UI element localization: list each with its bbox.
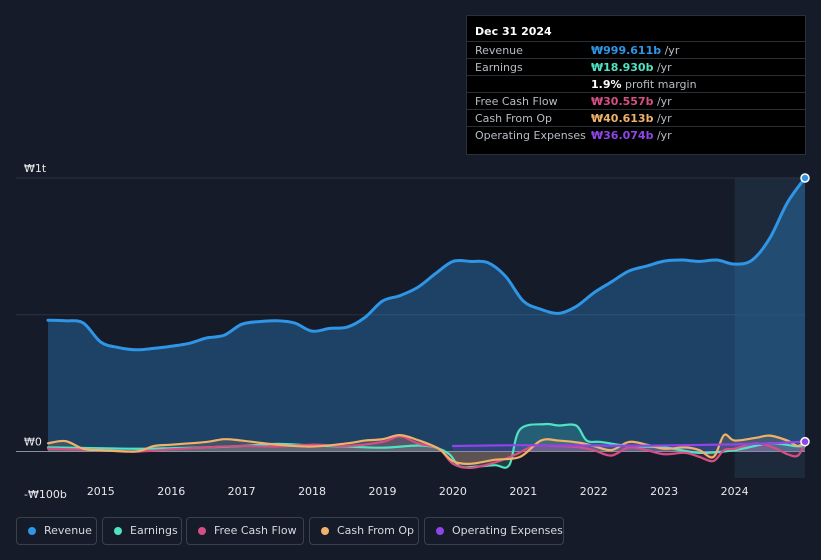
tooltip-row-label: Cash From Op	[475, 112, 553, 125]
revenue-area	[48, 178, 805, 452]
tooltip-value-number: ₩18.930b	[591, 61, 654, 74]
legend-label: Revenue	[44, 524, 92, 537]
legend-item-earnings[interactable]: Earnings	[102, 517, 182, 545]
forecast-shade	[734, 178, 805, 478]
cash-from-op-area	[48, 434, 805, 464]
tooltip-row-label: Earnings	[475, 61, 523, 74]
tooltip-row-label: Revenue	[475, 44, 523, 57]
legend-dot-icon	[28, 527, 36, 535]
tooltip-value-unit: /yr	[653, 61, 672, 74]
legend-label: Earnings	[130, 524, 178, 537]
legend-item-cash-from-op[interactable]: Cash From Op	[309, 517, 419, 545]
legend-item-operating-expenses[interactable]: Operating Expenses	[424, 517, 564, 545]
tooltip-value-unit: /yr	[653, 95, 672, 108]
tooltip-row-value: ₩30.557b /yr	[591, 95, 672, 108]
x-tick-label: 2017	[228, 485, 256, 498]
tooltip-value-number: ₩36.074b	[591, 129, 654, 142]
revenue-end-marker	[800, 173, 810, 183]
x-tick-label: 2022	[580, 485, 608, 498]
tooltip-row-value: ₩999.611b /yr	[591, 44, 679, 57]
tooltip-panel: Dec 31 2024 Revenue ₩999.611b /yr Earnings…	[466, 15, 806, 155]
tooltip-row-label: Free Cash Flow	[475, 95, 558, 108]
legend-label: Free Cash Flow	[214, 524, 297, 537]
tooltip-row: Operating Expenses ₩36.074b /yr	[467, 126, 805, 144]
tooltip-value-unit: /yr	[653, 112, 672, 125]
tooltip-row: 1.9% profit margin	[467, 75, 805, 93]
legend-item-revenue[interactable]: Revenue	[16, 517, 97, 545]
tooltip-row-value: 1.9% profit margin	[591, 78, 697, 91]
legend-item-free-cash-flow[interactable]: Free Cash Flow	[186, 517, 304, 545]
tooltip-row-label: Operating Expenses	[475, 129, 586, 142]
tooltip-value-unit: /yr	[661, 44, 680, 57]
x-tick-label: 2018	[298, 485, 326, 498]
legend-dot-icon	[436, 527, 444, 535]
operating-expenses-end-marker	[800, 436, 810, 447]
tooltip-value-unit: profit margin	[621, 78, 697, 91]
tooltip-value-number: ₩30.557b	[591, 95, 654, 108]
tooltip-row-value: ₩36.074b /yr	[591, 129, 672, 142]
legend-dot-icon	[321, 527, 329, 535]
tooltip-row: Revenue ₩999.611b /yr	[467, 41, 805, 59]
tooltip-value-number: ₩999.611b	[591, 44, 662, 57]
tooltip-row: Earnings ₩18.930b /yr	[467, 58, 805, 76]
y-axis-label: ₩0	[24, 436, 42, 449]
y-axis-label: -₩100b	[24, 488, 67, 501]
revenue-line	[46, 176, 807, 352]
tooltip-value-number: 1.9%	[591, 78, 622, 91]
x-tick-label: 2021	[509, 485, 537, 498]
x-tick-label: 2015	[87, 485, 115, 498]
tooltip-value-number: ₩40.613b	[591, 112, 654, 125]
legend-dot-icon	[114, 527, 122, 535]
x-tick-label: 2023	[650, 485, 678, 498]
x-tick-label: 2020	[439, 485, 467, 498]
y-axis-label: ₩1t	[24, 162, 47, 175]
tooltip-date: Dec 31 2024	[475, 25, 552, 38]
x-tick-label: 2016	[157, 485, 185, 498]
tooltip-row-value: ₩40.613b /yr	[591, 112, 672, 125]
tooltip-row: Free Cash Flow ₩30.557b /yr	[467, 92, 805, 110]
operating-expenses-line	[451, 440, 807, 448]
legend-label: Operating Expenses	[452, 524, 563, 537]
tooltip-row-value: ₩18.930b /yr	[591, 61, 672, 74]
legend-label: Cash From Op	[337, 524, 415, 537]
legend-dot-icon	[198, 527, 206, 535]
tooltip-value-unit: /yr	[653, 129, 672, 142]
x-tick-label: 2019	[368, 485, 396, 498]
x-tick-label: 2024	[721, 485, 749, 498]
cash-from-op-line	[46, 433, 807, 465]
tooltip-row: Cash From Op ₩40.613b /yr	[467, 109, 805, 127]
